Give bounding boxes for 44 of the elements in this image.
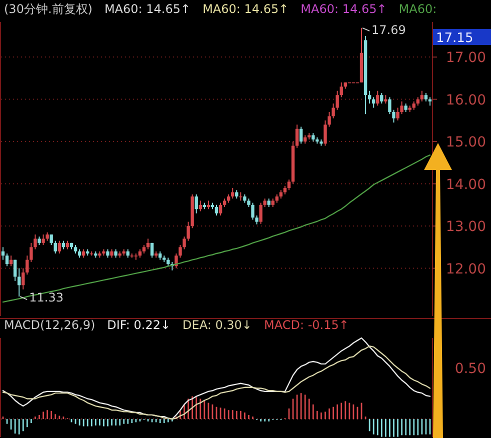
- line-series: [2, 154, 431, 303]
- note-high: 17.69: [362, 22, 406, 37]
- candlestick: [58, 240, 62, 254]
- annotation: 17.69: [372, 22, 406, 37]
- text: MA60: 14.65↑: [300, 2, 387, 16]
- candlestick: [218, 202, 222, 216]
- candlestick: [18, 268, 21, 298]
- y-tick-label: 12.00: [446, 261, 486, 278]
- candlestick: [259, 202, 262, 224]
- candlestick: [324, 120, 327, 146]
- candlestick: [54, 240, 57, 254]
- text: MACD: -0.15↑: [264, 318, 349, 332]
- chart-title: (30分钟.前复权): [4, 2, 92, 16]
- annotation: 11.33: [29, 290, 64, 305]
- y-tick-label: 16.00: [446, 92, 486, 108]
- chart-title: MACD(12,26,9): [4, 318, 96, 332]
- candlestick: [287, 179, 291, 191]
- candlestick: [295, 124, 299, 148]
- text: MA60:: [398, 2, 437, 16]
- candlestick: [420, 90, 424, 102]
- candlestick: [340, 82, 343, 98]
- text: DEA: 0.30↓: [182, 318, 252, 332]
- candlestick: [251, 202, 254, 220]
- text: MA60: 14.65↑: [104, 2, 191, 16]
- y-tick-label: 14.00: [446, 176, 486, 193]
- y-tick-label: 15.00: [446, 134, 486, 151]
- text: MA60: 14.65↑: [202, 2, 289, 16]
- candlestick: [214, 204, 218, 216]
- candlestick: [14, 259, 17, 282]
- text: 17.15: [436, 31, 474, 46]
- text: DIF: 0.22↓: [107, 318, 171, 332]
- candlestick: [150, 242, 154, 258]
- candlestick: [5, 252, 9, 267]
- candlestick: [368, 90, 372, 104]
- candlestick: [194, 194, 198, 214]
- candlestick: [376, 90, 380, 106]
- candlestick: [42, 234, 45, 246]
- candlestick: [231, 188, 234, 200]
- candlestick: [299, 126, 303, 144]
- y-tick-label: 17.00: [446, 50, 486, 66]
- candlestick: [380, 92, 384, 104]
- y-tick-label: 13.00: [446, 219, 486, 236]
- text: 0.50: [454, 361, 486, 377]
- candlestick: [396, 107, 400, 121]
